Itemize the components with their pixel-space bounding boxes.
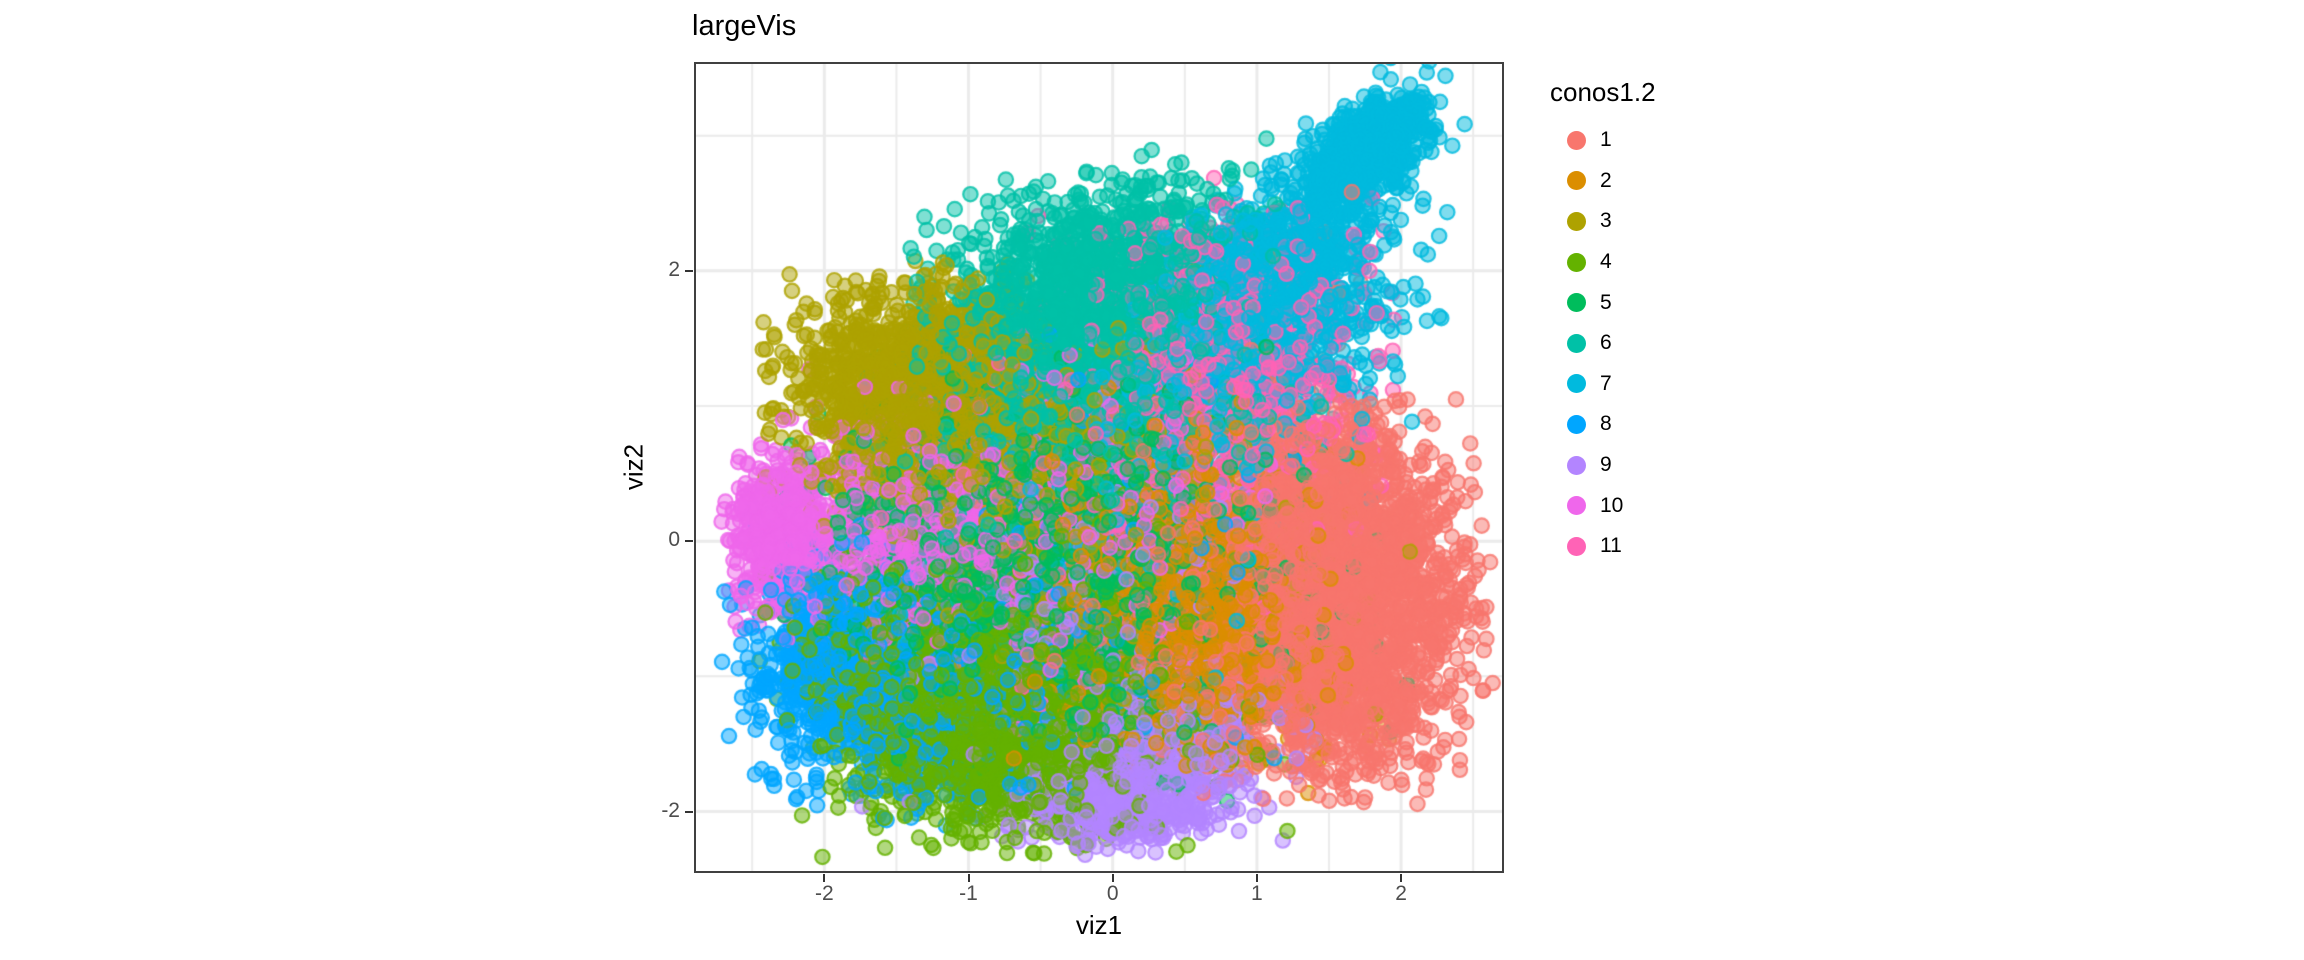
plot-title: largeVis: [692, 10, 797, 42]
legend-item-label: 6: [1600, 331, 1612, 355]
x-tick-label: -2: [814, 882, 834, 905]
legend-key-dot: [1567, 414, 1586, 434]
legend-item-label: 11: [1600, 534, 1622, 558]
x-tick-mark: [1111, 874, 1114, 882]
x-tick-mark: [823, 874, 826, 882]
plot-panel: [694, 62, 1504, 873]
legend-item-6: 6: [1567, 323, 1656, 364]
legend-item-label: 5: [1600, 290, 1612, 314]
legend-item-label: 10: [1600, 493, 1624, 517]
legend-item-9: 9: [1567, 445, 1656, 486]
legend-items: 1 2 3 4 5 6 7 8 9 10 11: [1550, 120, 1656, 567]
legend-item-1: 1: [1567, 120, 1656, 161]
legend-item-3: 3: [1567, 201, 1656, 242]
legend-key-dot: [1567, 130, 1586, 150]
legend-item-2: 2: [1567, 161, 1656, 202]
legend-item-label: 1: [1600, 128, 1612, 152]
legend-item-label: 2: [1600, 168, 1612, 192]
legend-item-7: 7: [1567, 364, 1656, 405]
x-tick-label: -1: [959, 882, 978, 905]
legend-key-dot: [1567, 455, 1586, 475]
x-tick-label: 1: [1251, 882, 1263, 905]
legend-key-dot: [1567, 211, 1586, 231]
y-tick-label: -2: [661, 798, 680, 822]
legend-key-dot: [1567, 374, 1586, 394]
x-tick-label: 2: [1395, 882, 1407, 905]
x-axis-title: viz1: [1075, 910, 1123, 940]
x-tick-mark: [1255, 874, 1258, 882]
legend: conos1.2 1 2 3 4 5 6 7 8 9 10 11: [1550, 76, 1656, 567]
y-axis-title: viz2: [618, 443, 649, 491]
y-tick-label: 2: [668, 257, 680, 281]
legend-item-label: 3: [1600, 209, 1612, 233]
x-tick-label: 0: [1106, 882, 1119, 905]
legend-item-label: 9: [1600, 453, 1612, 477]
legend-key-dot: [1567, 536, 1586, 556]
legend-item-5: 5: [1567, 282, 1656, 323]
legend-item-label: 7: [1600, 371, 1612, 395]
legend-item-4: 4: [1567, 242, 1656, 283]
legend-item-label: 4: [1600, 250, 1612, 274]
y-tick-label: 0: [668, 528, 680, 552]
legend-key-dot: [1567, 333, 1586, 353]
legend-item-8: 8: [1567, 404, 1656, 445]
legend-item-10: 10: [1567, 485, 1656, 526]
legend-item-11: 11: [1567, 526, 1656, 567]
x-tick-mark: [1400, 874, 1403, 882]
legend-title: conos1.2: [1550, 77, 1656, 107]
legend-key-dot: [1567, 171, 1586, 191]
scatter-canvas: [696, 64, 1502, 871]
y-tick-mark: [685, 810, 693, 813]
legend-key-dot: [1567, 252, 1586, 272]
x-tick-mark: [967, 874, 970, 882]
y-tick-mark: [685, 540, 693, 543]
legend-key-dot: [1567, 293, 1586, 313]
y-tick-mark: [685, 269, 693, 272]
legend-item-label: 8: [1600, 412, 1612, 436]
legend-key-dot: [1567, 496, 1586, 516]
